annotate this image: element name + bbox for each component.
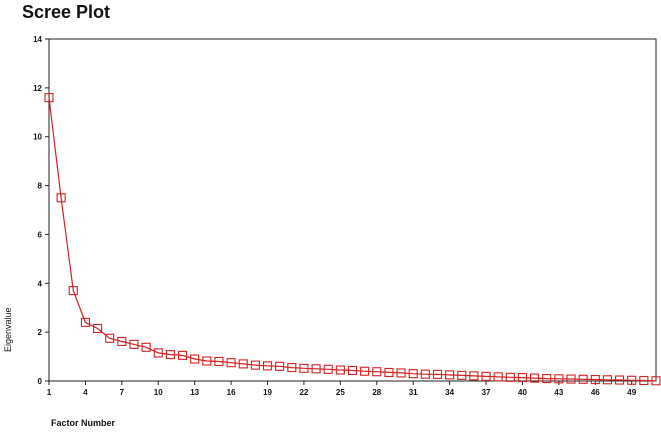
x-tick-label: 31 xyxy=(409,388,418,397)
data-point-marker xyxy=(56,193,66,203)
x-tick-label: 43 xyxy=(554,388,563,397)
data-point-marker xyxy=(408,369,418,379)
data-point-marker xyxy=(469,371,479,381)
data-point-marker xyxy=(323,364,333,374)
x-tick-label: 19 xyxy=(263,388,272,397)
x-tick-label: 46 xyxy=(591,388,600,397)
chart-title: Scree Plot xyxy=(22,2,111,22)
series-line xyxy=(48,97,657,382)
data-point-marker xyxy=(226,358,236,368)
data-point-marker xyxy=(165,350,175,360)
data-point-marker xyxy=(432,369,443,379)
data-point-marker xyxy=(311,364,321,374)
data-point-marker xyxy=(372,367,382,377)
data-point-marker xyxy=(287,363,297,373)
data-point-marker xyxy=(262,361,273,371)
data-point-marker xyxy=(347,365,358,376)
y-tick-label: 14 xyxy=(33,35,42,44)
data-point-marker xyxy=(481,371,491,381)
data-point-marker xyxy=(238,359,248,369)
data-point-marker xyxy=(93,323,103,334)
data-point-marker xyxy=(190,354,200,364)
y-tick-label: 10 xyxy=(33,133,42,142)
y-tick-label: 4 xyxy=(38,279,43,288)
x-tick-label: 49 xyxy=(627,388,636,397)
data-point-marker xyxy=(129,339,139,349)
data-point-marker xyxy=(141,342,151,352)
data-point-marker xyxy=(250,360,260,370)
data-point-marker xyxy=(445,370,455,380)
data-point-marker xyxy=(360,366,370,376)
data-point-marker xyxy=(396,368,406,378)
x-tick-label: 4 xyxy=(83,388,88,397)
data-point-marker xyxy=(44,93,54,103)
data-point-marker xyxy=(214,356,224,367)
y-tick-label: 6 xyxy=(38,230,43,239)
data-point-marker xyxy=(117,336,127,346)
data-point-marker xyxy=(627,375,637,385)
x-tick-label: 28 xyxy=(372,388,381,397)
data-point-marker xyxy=(493,372,503,382)
x-tick-label: 7 xyxy=(120,388,125,397)
data-point-marker xyxy=(651,376,661,386)
x-tick-label: 34 xyxy=(445,388,454,397)
data-point-marker xyxy=(578,374,588,384)
data-point-marker xyxy=(615,375,625,385)
plot-frame xyxy=(48,38,657,382)
y-tick-label: 2 xyxy=(38,328,43,337)
y-tick-label: 8 xyxy=(38,182,43,191)
data-point-marker xyxy=(105,333,115,343)
x-tick-label: 1 xyxy=(47,388,52,397)
x-tick-label: 16 xyxy=(227,388,236,397)
x-tick-label: 40 xyxy=(518,388,527,397)
data-point-marker xyxy=(602,375,612,385)
data-point-marker xyxy=(202,356,212,366)
data-point-marker xyxy=(177,350,188,360)
x-axis-label: Factor Number xyxy=(51,418,116,428)
data-point-marker xyxy=(639,375,649,386)
data-point-marker xyxy=(530,373,540,383)
x-tick-label: 37 xyxy=(482,388,491,397)
y-tick-label: 12 xyxy=(33,84,42,93)
x-tick-label: 13 xyxy=(190,388,199,397)
data-point-marker xyxy=(335,365,345,375)
data-point-marker xyxy=(566,374,576,384)
data-point-marker xyxy=(554,374,564,384)
data-point-marker xyxy=(457,370,467,380)
y-tick-label: 0 xyxy=(38,377,43,386)
data-point-marker xyxy=(153,348,163,358)
data-point-marker xyxy=(80,317,90,327)
data-point-marker xyxy=(68,286,78,296)
data-point-marker xyxy=(505,372,515,382)
x-tick-label: 10 xyxy=(154,388,163,397)
data-point-marker xyxy=(275,361,285,371)
data-point-marker xyxy=(517,373,528,383)
data-point-marker xyxy=(590,374,600,385)
data-point-marker xyxy=(384,367,394,378)
x-tick-label: 22 xyxy=(299,388,308,397)
x-tick-label: 25 xyxy=(336,388,345,397)
data-point-marker xyxy=(542,374,552,384)
data-point-marker xyxy=(299,363,309,373)
data-point-marker xyxy=(420,369,430,379)
